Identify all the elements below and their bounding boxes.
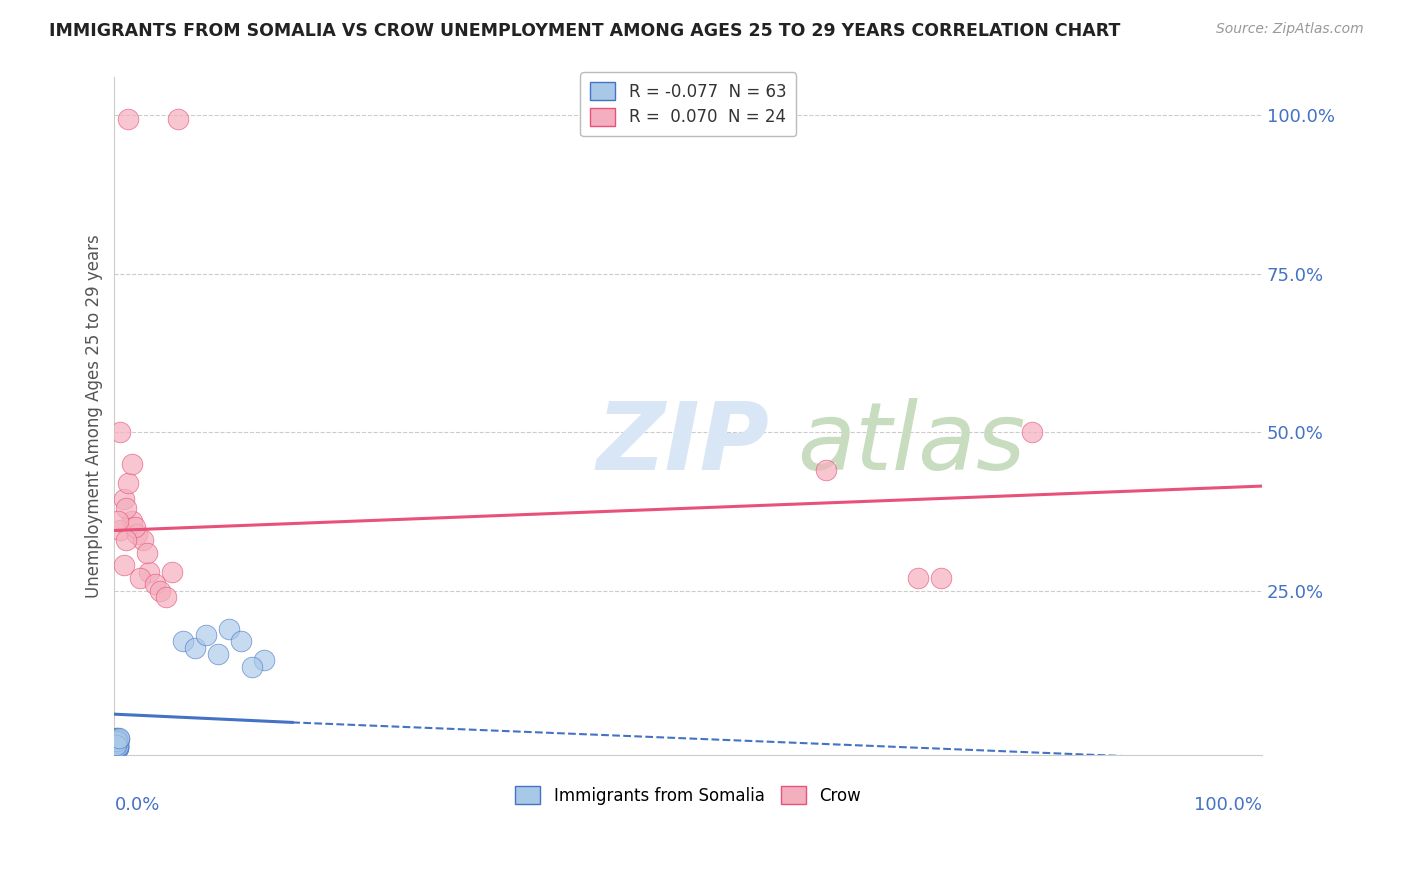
Point [195, 628, 218, 642]
Point [104, 733, 127, 747]
Point [929, 571, 952, 585]
Point [105, 737, 128, 751]
Text: IMMIGRANTS FROM SOMALIA VS CROW UNEMPLOYMENT AMONG AGES 25 TO 29 YEARS CORRELATI: IMMIGRANTS FROM SOMALIA VS CROW UNEMPLOY… [49, 22, 1121, 40]
Point [104, 732, 127, 747]
Point [107, 514, 129, 528]
Point [105, 738, 128, 752]
Point [105, 736, 128, 750]
Point [108, 524, 131, 538]
Point [104, 731, 127, 746]
Point [172, 634, 194, 648]
Point [105, 737, 128, 751]
Point [108, 731, 131, 745]
Point [105, 734, 128, 748]
Point [107, 739, 129, 754]
Point [115, 501, 138, 516]
Point [155, 590, 177, 604]
Point [105, 739, 128, 753]
Point [104, 733, 127, 747]
Point [104, 737, 127, 751]
Point [104, 731, 127, 745]
Point [184, 640, 207, 655]
Point [135, 546, 157, 560]
Point [104, 731, 127, 746]
Point [105, 740, 128, 755]
Point [107, 739, 129, 754]
Point [105, 733, 128, 747]
Point [104, 733, 127, 747]
Point [104, 739, 127, 753]
Point [907, 571, 929, 585]
Point [104, 734, 127, 748]
Point [124, 520, 146, 534]
Point [104, 738, 127, 752]
Point [105, 738, 128, 752]
Text: 0.0%: 0.0% [114, 796, 160, 814]
Point [107, 740, 129, 755]
Point [104, 738, 127, 752]
Point [128, 571, 150, 585]
Point [132, 533, 155, 547]
Point [127, 526, 149, 541]
Point [104, 735, 127, 749]
Legend: Immigrants from Somalia, Crow: Immigrants from Somalia, Crow [509, 780, 868, 812]
Point [108, 425, 131, 440]
Point [112, 491, 135, 506]
Point [105, 736, 128, 750]
Point [104, 736, 127, 750]
Point [107, 732, 129, 747]
Point [105, 738, 128, 752]
Point [104, 739, 127, 753]
Point [814, 463, 837, 477]
Point [105, 735, 128, 749]
Point [160, 565, 183, 579]
Point [105, 738, 128, 752]
Point [105, 735, 128, 749]
Point [104, 732, 127, 747]
Point [229, 634, 252, 648]
Point [115, 533, 138, 547]
Point [117, 112, 139, 126]
Point [105, 738, 128, 752]
Point [105, 740, 128, 755]
Point [104, 738, 127, 752]
Point [105, 734, 128, 748]
Point [107, 739, 129, 753]
Text: 100.0%: 100.0% [1194, 796, 1263, 814]
Point [121, 514, 143, 528]
Y-axis label: Unemployment Among Ages 25 to 29 years: Unemployment Among Ages 25 to 29 years [86, 235, 103, 599]
Point [1021, 425, 1043, 440]
Point [104, 734, 127, 748]
Point [240, 659, 263, 673]
Text: Source: ZipAtlas.com: Source: ZipAtlas.com [1216, 22, 1364, 37]
Point [104, 736, 127, 750]
Point [138, 565, 160, 579]
Point [104, 740, 127, 755]
Point [121, 457, 143, 471]
Point [112, 558, 135, 573]
Point [105, 740, 128, 755]
Point [207, 647, 229, 661]
Point [117, 475, 139, 490]
Point [104, 736, 127, 750]
Point [107, 740, 129, 755]
Point [252, 653, 274, 667]
Point [166, 112, 188, 126]
Point [104, 739, 127, 754]
Point [143, 577, 166, 591]
Point [107, 739, 129, 753]
Text: ZIP: ZIP [596, 398, 769, 490]
Point [107, 737, 129, 751]
Point [105, 731, 128, 746]
Point [107, 736, 129, 750]
Point [149, 583, 172, 598]
Text: atlas: atlas [797, 398, 1025, 489]
Point [218, 622, 240, 636]
Point [107, 740, 129, 755]
Point [108, 731, 131, 746]
Point [105, 733, 128, 747]
Point [105, 739, 128, 754]
